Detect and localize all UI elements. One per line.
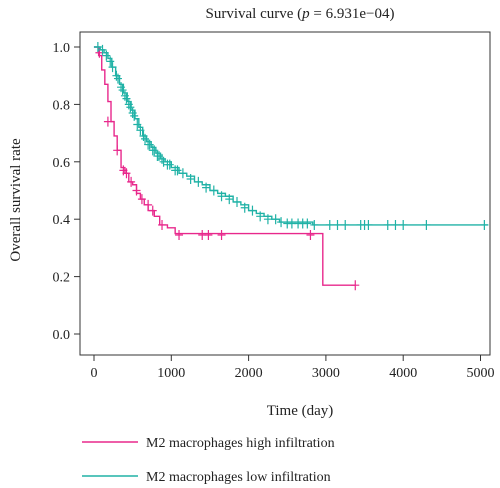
censor-mark bbox=[263, 214, 272, 225]
censor-mark bbox=[144, 199, 153, 210]
censor-mark bbox=[136, 125, 145, 136]
censor-mark bbox=[209, 185, 218, 196]
x-tick-label: 3000 bbox=[312, 366, 340, 381]
y-tick-label: 0.2 bbox=[53, 271, 71, 286]
censor-mark bbox=[122, 168, 131, 179]
censor-mark bbox=[248, 205, 257, 216]
plot-frame bbox=[79, 31, 491, 356]
legend-label: M2 macrophages high infiltration bbox=[146, 436, 335, 451]
censor-mark bbox=[133, 119, 142, 130]
censor-mark bbox=[106, 56, 115, 67]
censor-mark bbox=[240, 202, 249, 213]
legend-label: M2 macrophages low infiltration bbox=[146, 470, 331, 485]
censor-mark bbox=[148, 205, 157, 216]
x-tick-label: 0 bbox=[91, 366, 98, 381]
y-axis-label: Overall survival rate bbox=[8, 138, 24, 262]
censor-mark bbox=[303, 218, 312, 229]
censor-mark bbox=[480, 219, 489, 230]
y-tick-label: 0.8 bbox=[53, 98, 71, 113]
censor-mark bbox=[186, 174, 195, 185]
censor-mark bbox=[364, 219, 373, 230]
censor-mark bbox=[310, 219, 319, 230]
y-tick-label: 0.0 bbox=[53, 328, 71, 343]
censor-mark bbox=[233, 196, 242, 207]
censor-mark bbox=[217, 229, 226, 240]
censor-mark bbox=[173, 165, 182, 176]
censor-mark bbox=[341, 219, 350, 230]
censor-mark bbox=[194, 176, 203, 187]
chart-title: Survival curve (p = 6.931e−04) bbox=[206, 6, 395, 22]
chart-title-text: Survival curve ( bbox=[206, 6, 303, 22]
censor-mark bbox=[175, 229, 184, 240]
y-tick-label: 1.0 bbox=[53, 41, 71, 56]
censor-mark bbox=[132, 185, 141, 196]
series-line bbox=[94, 46, 356, 286]
censor-mark bbox=[122, 93, 131, 104]
series-line bbox=[94, 46, 489, 226]
censor-mark bbox=[383, 219, 392, 230]
x-axis-label: Time (day) bbox=[267, 403, 334, 419]
censor-mark bbox=[325, 219, 334, 230]
censor-mark bbox=[178, 168, 187, 179]
censor-mark bbox=[113, 73, 122, 84]
y-tick-label: 0.6 bbox=[53, 156, 71, 171]
censor-mark bbox=[141, 133, 150, 144]
censor-mark bbox=[108, 62, 117, 73]
censor-mark bbox=[145, 139, 154, 150]
censor-mark bbox=[202, 182, 211, 193]
censor-mark bbox=[127, 176, 136, 187]
y-tick-label: 0.4 bbox=[53, 213, 71, 228]
censor-mark bbox=[422, 219, 431, 230]
censor-mark bbox=[351, 280, 360, 291]
censor-mark bbox=[271, 214, 280, 225]
x-tick-label: 4000 bbox=[389, 366, 417, 381]
censor-mark bbox=[391, 219, 400, 230]
censor-mark bbox=[93, 42, 102, 52]
x-tick-label: 2000 bbox=[235, 366, 263, 381]
censor-mark bbox=[165, 159, 174, 170]
x-axis: 0 1000 2000 3000 4000 5000 bbox=[91, 355, 495, 381]
censor-mark bbox=[158, 219, 167, 230]
x-tick-label: 1000 bbox=[157, 366, 185, 381]
legend: M2 macrophages high infiltration M2 macro… bbox=[82, 436, 335, 485]
censor-mark bbox=[126, 102, 135, 113]
censor-mark bbox=[225, 194, 234, 205]
y-axis: 0.0 0.2 0.4 0.6 0.8 1.0 bbox=[53, 41, 80, 343]
x-tick-label: 5000 bbox=[467, 366, 495, 381]
chart-title-p: p bbox=[301, 6, 310, 22]
chart-title-p-value: = 6.931e−04) bbox=[310, 6, 395, 22]
censor-mark bbox=[277, 217, 286, 228]
censor-mark bbox=[103, 116, 112, 127]
censor-mark bbox=[399, 219, 408, 230]
censor-mark bbox=[130, 110, 139, 121]
censor-mark bbox=[217, 191, 226, 202]
plot-series bbox=[93, 42, 489, 291]
censor-mark bbox=[98, 44, 107, 55]
censor-mark bbox=[150, 145, 159, 156]
censor-mark bbox=[118, 85, 127, 96]
censor-mark bbox=[256, 211, 265, 222]
censor-mark bbox=[333, 219, 342, 230]
censor-mark bbox=[306, 229, 315, 240]
censor-mark bbox=[204, 229, 213, 240]
censor-mark bbox=[113, 145, 122, 156]
censor-mark bbox=[102, 50, 111, 61]
censor-mark bbox=[137, 194, 146, 205]
